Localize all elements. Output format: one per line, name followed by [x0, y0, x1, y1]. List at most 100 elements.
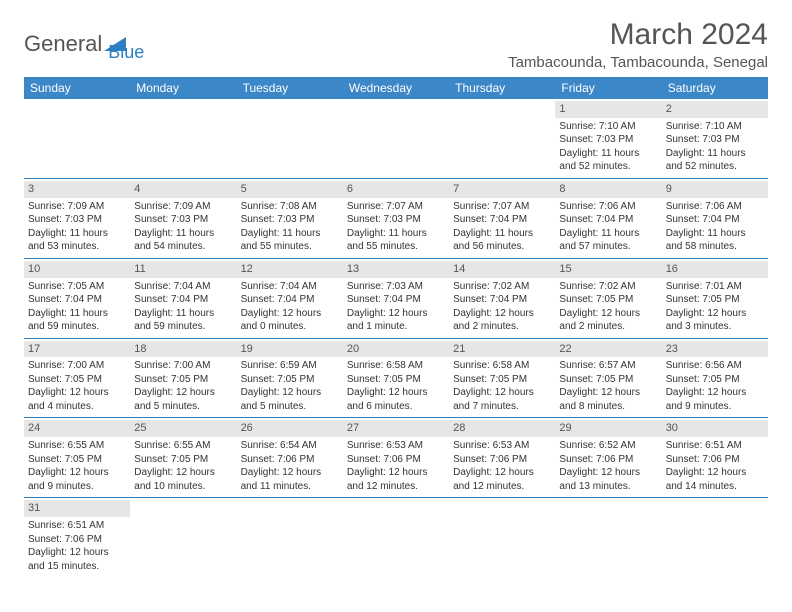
- daylight-text: Daylight: 12 hours and 7 minutes.: [453, 386, 551, 413]
- day-number: 15: [555, 261, 661, 278]
- calendar-day-cell: 13Sunrise: 7:03 AMSunset: 7:04 PMDayligh…: [343, 258, 449, 338]
- sunrise-text: Sunrise: 6:59 AM: [241, 359, 339, 373]
- sunrise-text: Sunrise: 7:03 AM: [347, 280, 445, 294]
- sunset-text: Sunset: 7:03 PM: [134, 213, 232, 227]
- sunset-text: Sunset: 7:06 PM: [453, 453, 551, 467]
- sunset-text: Sunset: 7:04 PM: [347, 293, 445, 307]
- logo-word-2: Blue: [108, 42, 144, 63]
- calendar-day-cell: 11Sunrise: 7:04 AMSunset: 7:04 PMDayligh…: [130, 258, 236, 338]
- sunrise-text: Sunrise: 7:10 AM: [559, 120, 657, 134]
- calendar-day-cell: 15 Sunrise: 7:02 AMSunset: 7:05 PMDayligh…: [555, 258, 661, 338]
- calendar-day-cell: 21Sunrise: 6:58 AMSunset: 7:05 PMDayligh…: [449, 338, 555, 418]
- sunset-text: Sunset: 7:04 PM: [28, 293, 126, 307]
- daylight-text: Daylight: 12 hours and 5 minutes.: [241, 386, 339, 413]
- sunrise-text: Sunrise: 7:09 AM: [28, 200, 126, 214]
- day-number: 31: [24, 500, 130, 517]
- daylight-text: Daylight: 11 hours and 57 minutes.: [559, 227, 657, 254]
- day-number: 23: [662, 341, 768, 358]
- sunrise-text: Sunrise: 6:55 AM: [134, 439, 232, 453]
- daylight-text: Daylight: 11 hours and 58 minutes.: [666, 227, 764, 254]
- sunset-text: Sunset: 7:04 PM: [666, 213, 764, 227]
- calendar-day-cell: 16 Sunrise: 7:01 AMSunset: 7:05 PMDayligh…: [662, 258, 768, 338]
- day-number: 18: [130, 341, 236, 358]
- daylight-text: Daylight: 11 hours and 59 minutes.: [28, 307, 126, 334]
- weekday-header: Wednesday: [343, 77, 449, 99]
- sunrise-text: Sunrise: 7:02 AM: [559, 280, 657, 294]
- brand-logo: General Blue: [24, 18, 144, 63]
- calendar-day-cell: 8Sunrise: 7:06 AMSunset: 7:04 PMDaylight…: [555, 178, 661, 258]
- sunrise-text: Sunrise: 7:06 AM: [559, 200, 657, 214]
- day-number: 28: [449, 420, 555, 437]
- calendar-empty-cell: [343, 99, 449, 178]
- calendar-day-cell: 7Sunrise: 7:07 AMSunset: 7:04 PMDaylight…: [449, 178, 555, 258]
- daylight-text: Daylight: 12 hours and 4 minutes.: [28, 386, 126, 413]
- daylight-text: Daylight: 12 hours and 0 minutes.: [241, 307, 339, 334]
- sunrise-text: Sunrise: 7:05 AM: [28, 280, 126, 294]
- day-number: 29: [555, 420, 661, 437]
- sunset-text: Sunset: 7:05 PM: [666, 373, 764, 387]
- daylight-text: Daylight: 11 hours and 52 minutes.: [666, 147, 764, 174]
- calendar-day-cell: 30Sunrise: 6:51 AMSunset: 7:06 PMDayligh…: [662, 418, 768, 498]
- day-number: 25: [130, 420, 236, 437]
- sunset-text: Sunset: 7:03 PM: [559, 133, 657, 147]
- daylight-text: Daylight: 12 hours and 10 minutes.: [134, 466, 232, 493]
- weekday-header: Friday: [555, 77, 661, 99]
- sunset-text: Sunset: 7:03 PM: [666, 133, 764, 147]
- daylight-text: Daylight: 12 hours and 3 minutes.: [666, 307, 764, 334]
- sunrise-text: Sunrise: 6:51 AM: [28, 519, 126, 533]
- calendar-row: 17Sunrise: 7:00 AMSunset: 7:05 PMDayligh…: [24, 338, 768, 418]
- sunset-text: Sunset: 7:05 PM: [134, 373, 232, 387]
- calendar-day-cell: 4Sunrise: 7:09 AMSunset: 7:03 PMDaylight…: [130, 178, 236, 258]
- sunrise-text: Sunrise: 7:01 AM: [666, 280, 764, 294]
- calendar-day-cell: 29Sunrise: 6:52 AMSunset: 7:06 PMDayligh…: [555, 418, 661, 498]
- sunset-text: Sunset: 7:06 PM: [347, 453, 445, 467]
- sunrise-text: Sunrise: 7:07 AM: [347, 200, 445, 214]
- daylight-text: Daylight: 12 hours and 9 minutes.: [666, 386, 764, 413]
- day-number: 4: [130, 181, 236, 198]
- sunrise-text: Sunrise: 7:02 AM: [453, 280, 551, 294]
- calendar-row: 3Sunrise: 7:09 AMSunset: 7:03 PMDaylight…: [24, 178, 768, 258]
- daylight-text: Daylight: 12 hours and 13 minutes.: [559, 466, 657, 493]
- weekday-header: Monday: [130, 77, 236, 99]
- daylight-text: Daylight: 12 hours and 2 minutes.: [559, 307, 657, 334]
- sunset-text: Sunset: 7:05 PM: [666, 293, 764, 307]
- weekday-header: Tuesday: [237, 77, 343, 99]
- sunset-text: Sunset: 7:05 PM: [241, 373, 339, 387]
- calendar-day-cell: 12Sunrise: 7:04 AMSunset: 7:04 PMDayligh…: [237, 258, 343, 338]
- daylight-text: Daylight: 11 hours and 56 minutes.: [453, 227, 551, 254]
- day-number: 2: [662, 101, 768, 118]
- sunrise-text: Sunrise: 7:09 AM: [134, 200, 232, 214]
- calendar-day-cell: 10Sunrise: 7:05 AMSunset: 7:04 PMDayligh…: [24, 258, 130, 338]
- day-number: 3: [24, 181, 130, 198]
- daylight-text: Daylight: 12 hours and 8 minutes.: [559, 386, 657, 413]
- calendar-day-cell: 27Sunrise: 6:53 AMSunset: 7:06 PMDayligh…: [343, 418, 449, 498]
- daylight-text: Daylight: 11 hours and 53 minutes.: [28, 227, 126, 254]
- calendar-day-cell: 6Sunrise: 7:07 AMSunset: 7:03 PMDaylight…: [343, 178, 449, 258]
- calendar-empty-cell: [662, 498, 768, 577]
- sunrise-text: Sunrise: 6:58 AM: [453, 359, 551, 373]
- daylight-text: Daylight: 12 hours and 14 minutes.: [666, 466, 764, 493]
- day-number: 16: [662, 261, 768, 278]
- daylight-text: Daylight: 12 hours and 5 minutes.: [134, 386, 232, 413]
- day-number: 5: [237, 181, 343, 198]
- day-number: 21: [449, 341, 555, 358]
- sunrise-text: Sunrise: 7:06 AM: [666, 200, 764, 214]
- day-number: 20: [343, 341, 449, 358]
- daylight-text: Daylight: 12 hours and 6 minutes.: [347, 386, 445, 413]
- calendar-day-cell: 1Sunrise: 7:10 AMSunset: 7:03 PMDaylight…: [555, 99, 661, 178]
- day-number: 13: [343, 261, 449, 278]
- sunrise-text: Sunrise: 6:51 AM: [666, 439, 764, 453]
- sunset-text: Sunset: 7:05 PM: [559, 293, 657, 307]
- calendar-row: 31Sunrise: 6:51 AMSunset: 7:06 PMDayligh…: [24, 498, 768, 577]
- sunset-text: Sunset: 7:04 PM: [559, 213, 657, 227]
- sunrise-text: Sunrise: 6:56 AM: [666, 359, 764, 373]
- day-number: 17: [24, 341, 130, 358]
- sunrise-text: Sunrise: 7:07 AM: [453, 200, 551, 214]
- calendar-empty-cell: [237, 99, 343, 178]
- daylight-text: Daylight: 11 hours and 55 minutes.: [347, 227, 445, 254]
- sunset-text: Sunset: 7:05 PM: [559, 373, 657, 387]
- sunset-text: Sunset: 7:06 PM: [28, 533, 126, 547]
- calendar-day-cell: 5Sunrise: 7:08 AMSunset: 7:03 PMDaylight…: [237, 178, 343, 258]
- calendar-row: 10Sunrise: 7:05 AMSunset: 7:04 PMDayligh…: [24, 258, 768, 338]
- weekday-header-row: SundayMondayTuesdayWednesdayThursdayFrid…: [24, 77, 768, 99]
